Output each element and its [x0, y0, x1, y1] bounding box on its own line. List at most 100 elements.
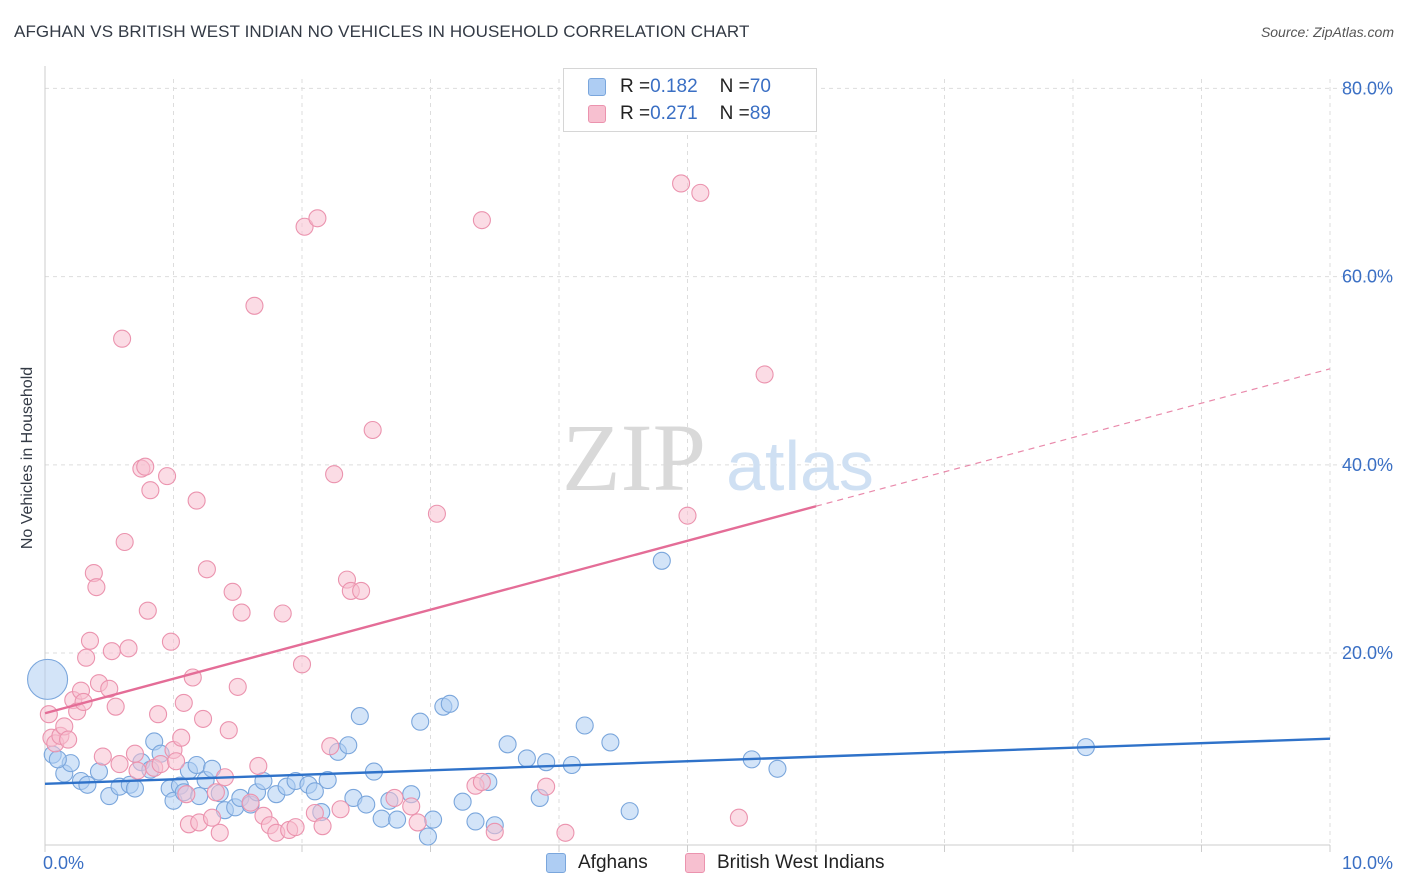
afghans-point-63 — [601, 733, 620, 752]
watermark-zip: ZIP — [562, 404, 706, 511]
afghans-point-10 — [125, 779, 144, 798]
bwi-point-72 — [352, 581, 371, 600]
bwi-point-33 — [161, 632, 180, 651]
bwi-point-21 — [115, 532, 134, 552]
bwi-point-73 — [363, 420, 382, 440]
bwi-point-54 — [245, 296, 264, 315]
bwi-point-36 — [172, 728, 191, 747]
bwi-trend-extension — [815, 368, 1331, 507]
bwi-point-17 — [102, 642, 121, 661]
y-tick-label-0: 20.0% — [1342, 643, 1393, 663]
bwi-point-66 — [313, 817, 332, 836]
watermark-atlas: atlas — [726, 427, 874, 505]
bwi-point-38 — [177, 785, 196, 804]
bwi-point-68 — [325, 465, 344, 484]
afghans-point-6 — [89, 762, 109, 781]
bwi-point-41 — [187, 491, 206, 510]
bwi-point-51 — [228, 677, 247, 696]
afghans-point-42 — [357, 795, 376, 814]
bwi-point-67 — [321, 737, 340, 756]
bwi-point-30 — [149, 705, 168, 724]
afghans-point-20 — [187, 755, 206, 775]
y-tick-label-2: 60.0% — [1342, 267, 1393, 287]
afghans-point-53 — [453, 792, 472, 811]
afghans-point-54 — [466, 812, 485, 831]
afghans-point-64 — [620, 802, 639, 821]
bwi-point-10 — [77, 648, 96, 667]
afghans-point-52 — [440, 694, 459, 713]
bwi-point-46 — [206, 783, 225, 802]
bwi-point-19 — [110, 755, 129, 774]
afghans-point-67 — [768, 759, 787, 778]
legend-item-afghans: Afghans — [546, 852, 648, 874]
bwi-r-label: R = — [620, 103, 651, 124]
afghans-point-49 — [418, 827, 437, 846]
bwi-point-50 — [223, 582, 242, 601]
bwi-point-87 — [729, 808, 748, 827]
bwi-point-82 — [537, 777, 556, 796]
afghans-trend-line — [44, 737, 1331, 786]
legend-row-afghans: R = 0.182 N = 70 — [588, 75, 771, 99]
bwi-point-15 — [93, 747, 112, 766]
x-tick-label-1: 10.0% — [1342, 853, 1393, 873]
bwi-point-62 — [292, 655, 312, 674]
bwi-point-61 — [286, 818, 305, 837]
afghans-legend-swatch — [546, 853, 566, 873]
bwi-point-63 — [295, 217, 314, 236]
bwi-point-65 — [308, 209, 327, 228]
source-label: Source: ZipAtlas.com — [1260, 24, 1394, 40]
bwi-point-26 — [136, 457, 155, 476]
afghans-point-37 — [318, 771, 337, 790]
bwi-point-0 — [39, 705, 58, 724]
chart-title: AFGHAN VS BRITISH WEST INDIAN NO VEHICLE… — [14, 22, 750, 41]
x-tick-label-0: 0.0% — [43, 853, 84, 873]
afghans-point-62 — [575, 716, 594, 735]
afghans-point-46 — [388, 810, 407, 829]
bwi-point-20 — [113, 329, 132, 348]
afghans-point-69 — [48, 750, 67, 769]
bwi-point-22 — [119, 639, 138, 658]
afghans-point-39 — [339, 736, 358, 755]
bwi-point-32 — [158, 467, 177, 486]
bwi-point-11 — [80, 631, 100, 650]
bwi-point-43 — [194, 709, 213, 728]
afghans-point-0 — [27, 658, 69, 700]
bwi-point-77 — [427, 504, 446, 523]
bwi-point-27 — [138, 601, 157, 620]
bwi-n-value: 89 — [749, 103, 771, 124]
bwi-legend-label: British West Indians — [717, 852, 885, 873]
legend-row-bwi: R = 0.271 N = 89 — [588, 102, 771, 126]
bwi-point-49 — [219, 721, 238, 740]
afghans-n-label: N = — [719, 76, 750, 97]
bwi-n-label: N = — [719, 103, 750, 124]
bwi-point-52 — [232, 603, 251, 622]
bwi-point-13 — [87, 578, 106, 597]
afghans-legend-label: Afghans — [578, 852, 648, 873]
bwi-point-83 — [556, 823, 575, 842]
bwi-point-47 — [210, 823, 229, 842]
afghans-point-50 — [424, 810, 443, 829]
bwi-point-31 — [151, 755, 170, 774]
afghans-swatch — [588, 78, 606, 96]
y-tick-label-3: 80.0% — [1342, 78, 1393, 98]
bwi-point-74 — [385, 788, 404, 807]
bwi-point-85 — [678, 506, 697, 525]
afghans-point-48 — [411, 712, 430, 731]
bwi-point-79 — [472, 772, 491, 792]
bwi-trend-line — [44, 505, 817, 715]
bwi-point-81 — [485, 822, 504, 841]
bwi-point-44 — [197, 560, 216, 579]
afghans-point-65 — [652, 551, 671, 570]
afghans-point-5 — [78, 775, 97, 794]
bwi-point-5 — [59, 730, 78, 749]
bwi-point-80 — [472, 211, 491, 230]
afghans-point-35 — [305, 782, 324, 801]
afghans-point-44 — [372, 809, 391, 828]
afghans-r-value: 0.182 — [650, 76, 698, 97]
bwi-point-16 — [100, 679, 119, 698]
bwi-point-45 — [203, 808, 222, 827]
bwi-point-88 — [755, 365, 774, 384]
bwi-point-76 — [408, 813, 427, 832]
legend-item-bwi: British West Indians — [685, 852, 885, 874]
